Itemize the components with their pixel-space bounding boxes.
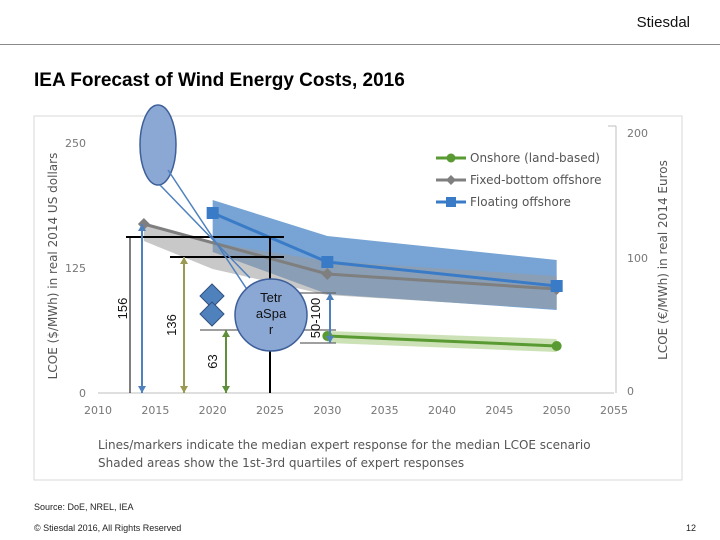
copyright-note: © Stiesdal 2016, All Rights Reserved [34,523,182,533]
bracket-arrow-bottom-156 [138,386,146,393]
y-axis-label-right: LCOE (€/MWh) in real 2014 Euros [656,160,670,360]
chart-frame [33,115,683,481]
x-tick-label: 2015 [141,404,169,417]
y-axis-label-left: LCOE ($/MWh) in real 2014 US dollars [46,153,60,380]
bracket-arrow-top-63 [222,330,230,337]
y-tick-label-right: 0 [627,385,634,398]
bracket-label-156: 156 [115,298,130,320]
point-onshore [551,341,562,351]
footnote-line-2: Shaded areas show the 1st-3rd quartiles … [98,456,464,470]
y-tick-label-left: 0 [79,387,86,400]
legend-marker-fixed [446,175,456,185]
header-rule [0,44,720,45]
point-fixed-bottom-offshore [321,268,334,280]
footnote-line-1: Lines/markers indicate the median expert… [98,438,591,452]
x-tick-label: 2025 [256,404,284,417]
y-tick-label-left: 125 [65,262,86,275]
legend-label-onshore-land-based: Onshore (land-based) [470,151,600,165]
tetraspar-circle [234,278,308,352]
bracket-arrow-bottom-63 [222,386,230,393]
bracket-arrow-bottom-136 [180,386,188,393]
x-tick-label: 2045 [485,404,513,417]
source-note: Source: DoE, NREL, IEA [34,502,134,512]
x-tick-label: 2020 [199,404,227,417]
bracket-arrow-bottom-50-100 [326,336,334,343]
x-tick-label: 2050 [543,404,571,417]
page-title: IEA Forecast of Wind Energy Costs, 2016 [34,70,405,91]
y-tick-label-left: 250 [65,137,86,150]
brand-name: Stiesdal [636,14,690,31]
chart-legend: Onshore (land-based) Fixed-bottom offshor… [436,151,602,209]
legend-marker-floating [446,197,456,207]
y-tick-label-right: 100 [627,252,648,265]
callout-arrow-2 [159,184,251,279]
band-fixed-bottom-offshore [143,223,557,309]
point-floating-offshore [321,256,334,268]
x-tick-label: 2040 [428,404,456,417]
x-tick-label: 2035 [371,404,399,417]
x-tick-label: 2055 [600,404,628,417]
line-onshore-land-based [327,334,557,348]
x-tick-label: 2010 [84,404,112,417]
tetraspar-label-line: r [269,322,274,337]
marker-diamond-2 [199,301,225,327]
bracket-arrow-top-136 [180,257,188,264]
bracket-label-136: 136 [164,314,179,336]
x-tick-label: 2030 [313,404,341,417]
bracket-arrow-top-156 [138,224,146,231]
point-floating-offshore [206,207,219,219]
legend-label-fixed-bottom-offshore: Fixed-bottom offshore [470,173,602,187]
series-lines [137,207,563,351]
page-number: 12 [685,523,696,533]
y-tick-label-right: 200 [627,127,648,140]
callout-arrow-1 [167,169,255,301]
point-floating-offshore [550,280,563,292]
bracket-label-63: 63 [205,354,220,368]
bracket-arrow-top-50-100 [326,293,334,300]
ellipse-callout [139,104,177,186]
tetraspar-label-line: aSpa [256,306,287,321]
legend-label-floating-offshore: Floating offshore [470,195,571,209]
tetraspar-label-line: Tetr [260,290,282,305]
legend-marker-onshore [446,153,456,163]
bracket-label-50-100: 50-100 [308,298,323,338]
